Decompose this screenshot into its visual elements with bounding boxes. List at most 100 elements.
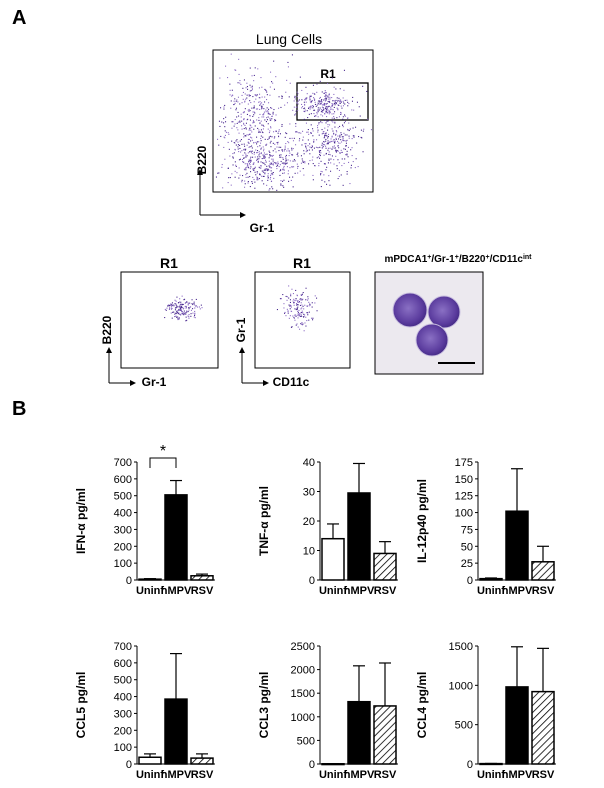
dot [245,153,247,155]
dot [348,122,350,124]
dot [304,109,306,111]
dot [297,152,299,154]
dot [296,307,298,309]
dot [334,122,336,124]
dot [272,172,274,174]
dot [284,148,286,150]
y-tick-label: 600 [114,474,132,486]
dot [259,167,261,169]
dot [278,96,280,98]
dot [246,113,248,115]
dot [249,146,251,148]
dot [280,106,282,108]
dot [178,306,180,308]
dot [266,168,268,170]
dot [338,138,340,140]
dot [346,153,348,155]
dot [257,146,259,148]
dot [344,103,346,105]
dot [332,121,334,123]
dot [327,140,329,142]
x-tick-label: Uninf [136,769,164,781]
dot [263,150,265,152]
dot [322,107,324,109]
dot [259,174,261,176]
dot [305,299,307,301]
dot [271,186,273,188]
dot [267,168,269,170]
dot [309,106,311,108]
dot [321,171,323,173]
dot [288,285,290,287]
dot [258,158,260,160]
superscript: + [427,254,431,261]
dot [185,313,187,315]
dot [288,150,290,152]
dot [327,96,329,98]
dot [255,149,257,151]
dot [246,155,248,157]
dot [239,140,241,142]
dot [241,128,243,130]
dot [263,116,265,118]
y-axis-label: TNF-α pg/ml [257,486,271,556]
dot [352,96,354,98]
dot [287,312,289,314]
dot [297,310,299,312]
dot [332,109,334,111]
dot [265,161,267,163]
dot [308,311,310,313]
dot [188,314,190,316]
dot [295,289,297,291]
dot [223,146,225,148]
dot [324,133,326,135]
dot [320,174,322,176]
dot [220,135,222,137]
dot [257,127,259,129]
dot [176,316,178,318]
dot [243,123,245,125]
dot [314,165,316,167]
dot [281,97,283,99]
dot [312,179,314,181]
dot [276,142,278,144]
dot [237,111,239,113]
dot [264,88,266,90]
dot [359,115,361,117]
dot [230,53,232,55]
dot [297,155,299,157]
dot [339,136,341,138]
dot [267,113,269,115]
dot [320,114,322,116]
dot [253,80,255,82]
dot [281,149,283,151]
dot [324,181,326,183]
dot [314,109,316,111]
dot [295,110,297,112]
dot [323,99,325,101]
dot [295,324,297,326]
dot [331,120,333,122]
dot [253,151,255,153]
dot [238,177,240,179]
dot [288,180,290,182]
dot [266,119,268,121]
dot [176,306,178,308]
dot [338,104,340,106]
dot [179,298,181,300]
dot [297,313,299,315]
dot [329,110,331,112]
dot [276,165,278,167]
dot [325,103,327,105]
dot [331,148,333,150]
dot [251,137,253,139]
dot [333,116,335,118]
dot [304,314,306,316]
title-part: mPDCA1 [384,254,427,265]
dot [244,108,246,110]
dot [299,76,301,78]
dot [344,99,346,101]
dot [179,304,181,306]
dot [261,105,263,107]
dot [260,153,262,155]
